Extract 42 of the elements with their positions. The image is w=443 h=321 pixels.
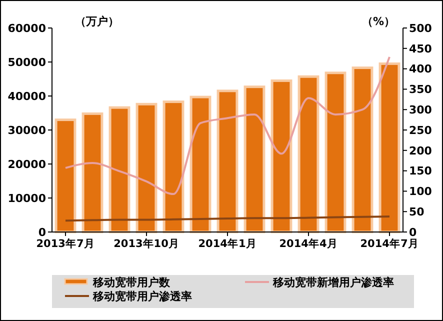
y2-tick-label: 450 (409, 42, 432, 56)
bar (136, 102, 158, 234)
y-tick-label: 60000 (8, 22, 46, 35)
y-tick-label: 30000 (8, 124, 46, 137)
y-tick-label: 40000 (8, 90, 46, 103)
y2-tick-label: 50 (409, 205, 425, 218)
x-tick-label: 2014年7月 (360, 237, 419, 250)
bar (352, 66, 374, 234)
y-tick-label: 20000 (8, 158, 46, 171)
y2-tick-label: 100 (409, 185, 432, 198)
y2-tick-label: 150 (409, 164, 432, 178)
bar (82, 112, 104, 234)
bar (54, 118, 76, 234)
x-tick-label: 2013年10月 (114, 237, 180, 250)
y2-tick-label: 0 (409, 226, 417, 239)
y2-axis-title: （%） (362, 15, 395, 28)
y-tick-label: 0 (38, 226, 46, 239)
line-series (64, 56, 390, 196)
legend-label: 移动宽带用户数 (92, 276, 171, 289)
y-tick-label: 10000 (8, 192, 46, 205)
legend-label: 移动宽带用户渗透率 (92, 290, 192, 303)
legend-label: 移动宽带新增用户渗透率 (272, 276, 394, 289)
y2-tick-label: 350 (409, 83, 432, 96)
y-tick-label: 50000 (8, 56, 46, 69)
y2-tick-label: 400 (409, 62, 432, 76)
y2-tick-label: 200 (409, 144, 432, 158)
bar (108, 106, 130, 234)
bar (244, 86, 266, 234)
y2-tick-label: 250 (409, 124, 432, 137)
x-tick-label: 2013年7月 (36, 237, 95, 250)
bar (270, 79, 292, 234)
y2-tick-label: 500 (409, 22, 432, 35)
bar (298, 75, 320, 234)
y2-tick-label: 300 (409, 103, 432, 116)
x-tick-label: 2014年4月 (279, 237, 338, 250)
bar (378, 62, 400, 234)
bar (324, 72, 346, 234)
x-tick-label: 2014年1月 (198, 237, 257, 250)
bar (190, 96, 212, 234)
bar (216, 90, 238, 234)
y-axis-title: （万户） (75, 15, 119, 28)
bar (162, 100, 184, 234)
